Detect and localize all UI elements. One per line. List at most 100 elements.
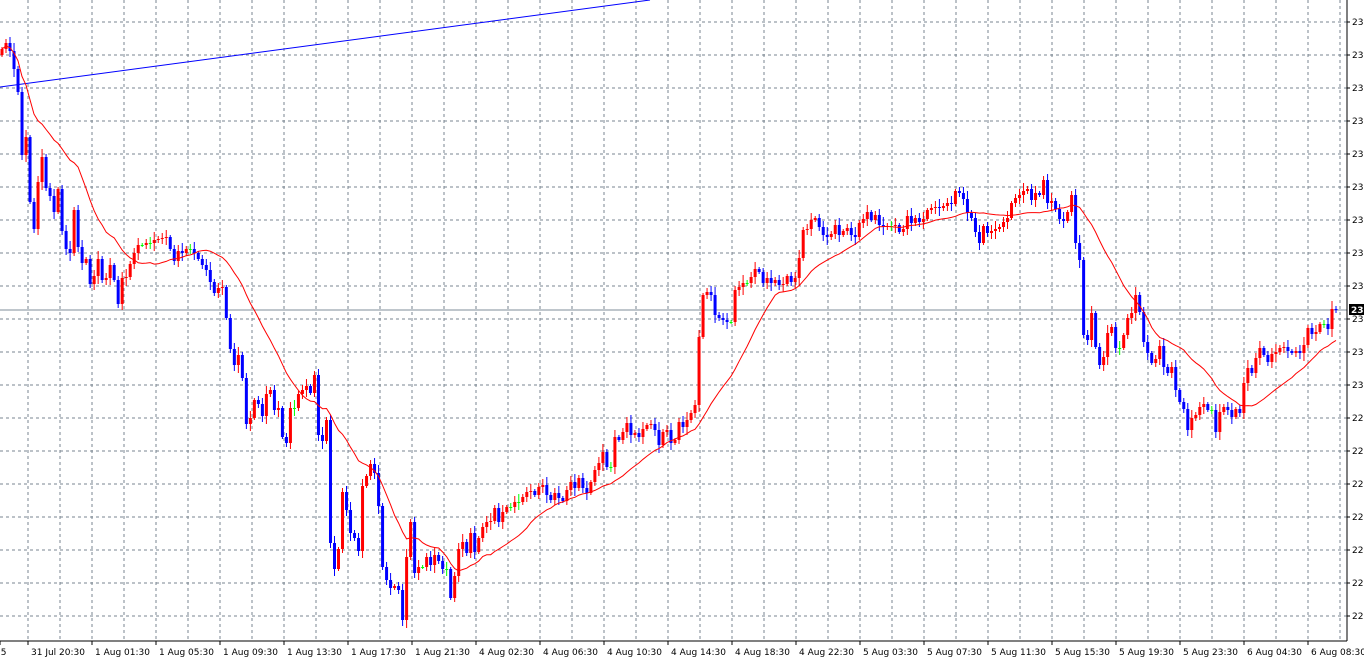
candle-body bbox=[681, 422, 685, 427]
candle-body bbox=[701, 295, 705, 337]
x-tick-label: 5 Aug 11:30 bbox=[991, 648, 1046, 658]
candle-body bbox=[413, 522, 417, 573]
candle-body bbox=[1286, 347, 1290, 351]
candle-body bbox=[357, 538, 361, 551]
candle bbox=[373, 458, 377, 479]
price-tag-background bbox=[1349, 304, 1364, 315]
candle-body bbox=[577, 478, 581, 488]
candle-body bbox=[689, 413, 693, 420]
candle-body bbox=[657, 430, 661, 445]
candle-body bbox=[1274, 352, 1278, 354]
candle bbox=[1074, 189, 1078, 249]
candle bbox=[421, 565, 425, 569]
candle-body bbox=[933, 207, 937, 208]
candle bbox=[685, 412, 689, 435]
candle bbox=[405, 549, 409, 628]
candle bbox=[701, 293, 705, 339]
candle bbox=[481, 523, 485, 542]
candle bbox=[793, 272, 797, 288]
candle-body bbox=[957, 191, 961, 193]
candle-body bbox=[252, 400, 256, 418]
candle bbox=[1234, 407, 1238, 419]
candle bbox=[821, 221, 825, 241]
y-tick-label: 23 bbox=[1352, 216, 1363, 226]
candle-body bbox=[761, 272, 765, 283]
candle bbox=[180, 243, 184, 261]
candle-body bbox=[1290, 351, 1294, 353]
candle bbox=[228, 314, 232, 353]
candle-body bbox=[493, 508, 497, 521]
x-tick-label: 5 Aug 23:30 bbox=[1183, 648, 1238, 658]
candle bbox=[156, 236, 160, 243]
candle-body bbox=[84, 259, 88, 263]
candle-body bbox=[533, 491, 537, 495]
candle-body bbox=[517, 502, 521, 503]
candle bbox=[1298, 345, 1302, 359]
candle-body bbox=[505, 507, 509, 512]
candle bbox=[1158, 340, 1162, 365]
candle-body bbox=[741, 283, 745, 287]
candle-body bbox=[537, 487, 541, 495]
candle-body bbox=[393, 586, 397, 588]
x-tick-label: 5 Aug 19:30 bbox=[1119, 648, 1174, 658]
candle bbox=[737, 281, 741, 296]
candle-body bbox=[969, 213, 973, 218]
candle-body bbox=[8, 43, 12, 51]
candle-body bbox=[993, 229, 997, 231]
candle-body bbox=[485, 522, 489, 527]
candle-body bbox=[737, 287, 741, 290]
candle-body bbox=[1214, 410, 1218, 432]
candle-body bbox=[52, 196, 56, 212]
candle bbox=[813, 216, 817, 222]
candle bbox=[829, 231, 833, 240]
candle bbox=[1122, 333, 1126, 350]
candle-body bbox=[232, 349, 236, 365]
candle bbox=[573, 474, 577, 496]
candle-body bbox=[1278, 348, 1282, 352]
candle bbox=[513, 496, 517, 513]
candle-body bbox=[645, 425, 649, 429]
candle bbox=[140, 243, 144, 247]
candle-body bbox=[641, 429, 645, 437]
candle bbox=[533, 489, 537, 497]
candle bbox=[637, 428, 641, 442]
candle-body bbox=[192, 249, 196, 253]
candle-body bbox=[821, 227, 825, 235]
candle-body bbox=[949, 203, 953, 204]
candle-body bbox=[292, 408, 296, 409]
candle bbox=[1126, 314, 1130, 339]
candle bbox=[973, 213, 977, 237]
candle bbox=[1174, 360, 1178, 397]
candle-body bbox=[1198, 407, 1202, 415]
candle-body bbox=[1110, 327, 1114, 333]
candle bbox=[1006, 211, 1010, 229]
candle-body bbox=[56, 189, 60, 212]
candle-body bbox=[405, 557, 409, 620]
candle bbox=[1178, 388, 1182, 404]
candle-body bbox=[68, 249, 72, 253]
x-tick-label: 4 Aug 22:30 bbox=[799, 648, 854, 658]
candle-body bbox=[1314, 332, 1318, 334]
candle bbox=[909, 208, 913, 231]
candle bbox=[1210, 406, 1214, 414]
candle bbox=[144, 239, 148, 249]
candle-body bbox=[557, 493, 561, 498]
candle-body bbox=[845, 228, 849, 231]
candle-body bbox=[465, 542, 469, 553]
candle-body bbox=[733, 290, 737, 322]
candle-body bbox=[709, 292, 713, 295]
candle bbox=[1286, 340, 1290, 358]
candle bbox=[953, 189, 957, 206]
candle bbox=[713, 287, 717, 323]
candle-body bbox=[1178, 390, 1182, 402]
candle-body bbox=[1086, 335, 1090, 340]
candle-body bbox=[116, 280, 120, 304]
candle bbox=[132, 248, 136, 269]
y-tick-label: 22 bbox=[1352, 414, 1363, 424]
candle-body bbox=[625, 423, 629, 432]
trendline[interactable] bbox=[0, 0, 651, 88]
candle-body bbox=[1026, 189, 1030, 191]
candle bbox=[849, 222, 853, 241]
candle bbox=[8, 37, 12, 57]
